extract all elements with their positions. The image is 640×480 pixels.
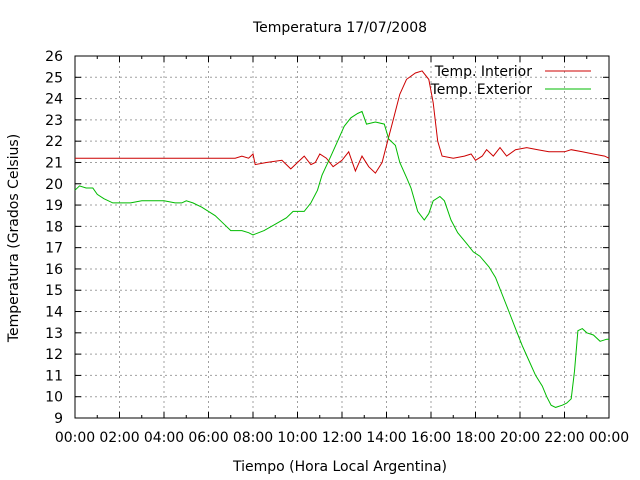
legend-label: Temp. Exterior [430,82,533,98]
grid [75,56,609,418]
y-tick-label: 9 [54,411,63,427]
x-tick-label: 08:00 [233,430,273,446]
y-tick-label: 16 [45,262,63,278]
y-tick-label: 26 [45,49,63,65]
series-line-temp-exterior [74,110,609,408]
x-axis-label: Tiempo (Hora Local Argentina) [232,459,447,475]
y-tick-label: 18 [45,219,63,235]
x-tick-label: 04:00 [144,430,184,446]
x-tick-label: 06:00 [188,430,228,446]
legend-label: Temp. Interior [434,64,533,80]
x-tick-label: 18:00 [455,430,495,446]
axis-ticks: 00:00 02:00 04:00 06:00 08:00 10:00 12:00 14:00… [45,49,629,446]
y-axis-label: Temperatura (Grados Celsius) [6,134,22,343]
x-tick-label: 14:00 [366,430,406,446]
y-tick-label: 13 [45,326,63,342]
x-tick-label: 16:00 [411,430,451,446]
series-line-temp-interior [75,70,610,174]
chart-title: Temperatura 17/07/2008 [252,20,427,36]
legend: Temp. Interior Temp. Exterior [430,64,591,98]
y-tick-label: 10 [45,390,63,406]
y-tick-label: 15 [45,283,63,299]
y-tick-label: 25 [45,70,63,86]
x-tick-label: 00:00 [589,430,629,446]
y-tick-label: 22 [45,134,63,150]
x-tick-label: 20:00 [500,430,540,446]
series-group [74,70,610,408]
x-tick-label: 00:00 [55,430,95,446]
y-tick-label: 19 [45,198,63,214]
y-tick-label: 12 [45,347,63,363]
x-tick-label: 10:00 [277,430,317,446]
x-tick-label: 12:00 [322,430,362,446]
x-tick-label: 22:00 [544,430,584,446]
y-tick-label: 23 [45,113,63,129]
y-tick-label: 24 [45,92,63,108]
y-tick-label: 17 [45,241,63,257]
x-tick-label: 02:00 [99,430,139,446]
y-tick-label: 20 [45,177,63,193]
y-tick-label: 21 [45,155,63,171]
y-tick-label: 11 [45,368,63,384]
y-tick-label: 14 [45,305,63,321]
